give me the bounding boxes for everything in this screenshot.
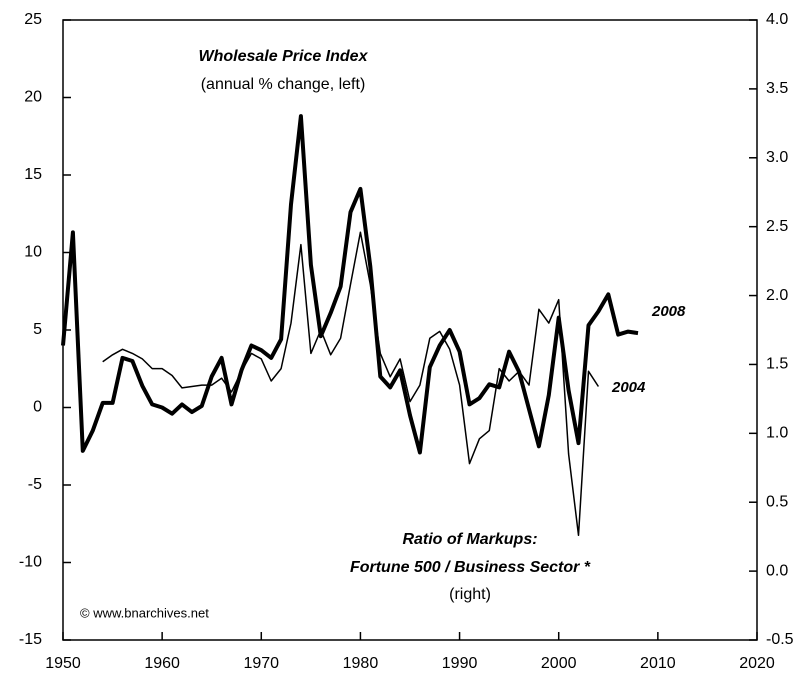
y-tick-label: 25 — [24, 11, 42, 28]
annotation: (annual % change, left) — [201, 76, 366, 93]
series-line — [61, 114, 639, 455]
annotation: Fortune 500 / Business Sector * — [350, 559, 591, 576]
y2-tick-label: -0.5 — [766, 631, 794, 648]
x-tick-label: 1960 — [144, 655, 180, 672]
x-tick-label: 1970 — [243, 655, 279, 672]
x-tick-label: 1950 — [45, 655, 81, 672]
x-tick-label: 1990 — [442, 655, 478, 672]
y2-tick-label: 0.0 — [766, 562, 788, 579]
x-tick-label: 2000 — [541, 655, 577, 672]
y-tick-label: 15 — [24, 166, 42, 183]
y-tick-label: 5 — [33, 321, 42, 338]
x-tick-label: 2020 — [739, 655, 775, 672]
y-tick-label: -15 — [19, 631, 42, 648]
annotation: Wholesale Price Index — [199, 48, 369, 65]
y2-tick-label: 3.0 — [766, 149, 788, 166]
annotation: Ratio of Markups: — [402, 531, 537, 548]
annotation: (right) — [449, 586, 491, 603]
annotation: © www.bnarchives.net — [80, 605, 209, 620]
y2-tick-label: 1.5 — [766, 356, 788, 373]
y-tick-label: 10 — [24, 244, 42, 261]
y2-tick-label: 2.5 — [766, 218, 788, 235]
legend-label: 2004 — [611, 379, 646, 396]
y-tick-label: -5 — [28, 476, 42, 493]
y2-tick-label: 3.5 — [766, 80, 788, 97]
x-tick-label: 1980 — [343, 655, 379, 672]
y2-tick-label: 2.0 — [766, 287, 788, 304]
x-tick-label: 2010 — [640, 655, 676, 672]
series-line — [102, 231, 600, 537]
y2-tick-label: 1.0 — [766, 425, 788, 442]
y2-tick-label: 0.5 — [766, 493, 788, 510]
y2-tick-label: 4.0 — [766, 11, 788, 28]
legend-label: 2008 — [651, 303, 686, 320]
y-tick-label: 0 — [33, 399, 42, 416]
y-tick-label: -10 — [19, 554, 42, 571]
y-tick-label: 20 — [24, 89, 42, 106]
